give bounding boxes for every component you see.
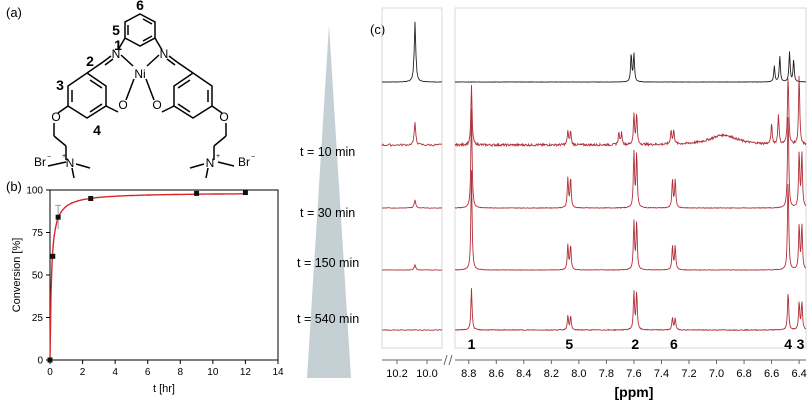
trace-150min-right (455, 170, 807, 271)
time-gradient-triangle (307, 25, 351, 378)
ppm-tick-label: 8.2 (544, 368, 559, 380)
data-point (194, 190, 200, 196)
panel-label-c: (c) (370, 22, 386, 37)
atom-nplus-left: N (66, 156, 75, 170)
trace-150min-left (381, 263, 443, 271)
position-label-3: 3 (56, 77, 64, 93)
atom-n-right: N (160, 47, 169, 61)
peak-label-1: 1 (468, 336, 476, 352)
ppm-tick-label: 8.4 (516, 368, 531, 380)
peak-label-4: 4 (784, 336, 792, 352)
svg-text:−: − (251, 154, 255, 161)
svg-text:+: + (62, 153, 66, 160)
x-tick-label: 10 (207, 367, 219, 378)
x-axis-label: t [hr] (153, 383, 175, 395)
y-axis-label: Conversion [%] (11, 238, 23, 313)
atom-br-right: Br (238, 155, 250, 169)
ppm-tick-label: 6.6 (764, 368, 779, 380)
trace-10min-right (454, 75, 807, 148)
x-tick-label: 12 (240, 367, 252, 378)
ppm-axis-label: [ppm] (614, 384, 653, 400)
nickel-complex-structure: Ni N N O O O O N N Br Br − + + − 1 2 3 4… (34, 0, 255, 179)
data-point (50, 253, 56, 259)
position-label-5: 5 (112, 22, 120, 38)
y-tick-label: 100 (26, 186, 43, 197)
y-tick-label: 50 (32, 271, 44, 282)
fit-curve (49, 193, 246, 361)
ppm-tick-label: 10.0 (416, 368, 437, 380)
ppm-tick-label: 7.2 (681, 368, 696, 380)
ppm-tick-label: 6.8 (736, 368, 751, 380)
y-tick-label: 0 (37, 356, 43, 367)
time-label-10: t = 10 min (300, 145, 356, 159)
position-label-1: 1 (114, 37, 122, 53)
ppm-tick-label: 8.8 (461, 368, 476, 380)
ppm-tick-label: 7.6 (626, 368, 641, 380)
svg-text:−: − (47, 154, 51, 161)
ppm-tick-label: 8.0 (571, 368, 586, 380)
conversion-chart: 0 2 4 6 8 10 12 14 0 25 50 75 100 t [hr] Conversion [%… (11, 186, 284, 396)
peak-label-6: 6 (670, 336, 678, 352)
atom-br-left: Br (34, 155, 46, 169)
peak-label-2: 2 (631, 336, 639, 352)
panel-label-b: (b) (6, 179, 22, 194)
trace-30min-left (381, 199, 443, 209)
peak-label-5: 5 (565, 336, 573, 352)
trace-540min-right (454, 288, 806, 332)
ppm-tick-label: 8.6 (489, 368, 504, 380)
atom-o-left: O (118, 98, 127, 112)
trace-540min-left (381, 329, 443, 331)
spectrum-frame-right (454, 7, 807, 349)
time-label-540: t = 540 min (297, 312, 360, 326)
x-tick-label: 14 (272, 367, 284, 378)
ppm-tick-label: 10.2 (386, 368, 407, 380)
x-tick-label: 4 (112, 367, 118, 378)
x-tick-label: 8 (178, 367, 184, 378)
x-tick-label: 0 (47, 367, 53, 378)
trace-ligand-left (381, 21, 443, 83)
panel-label-a: (a) (6, 5, 22, 20)
position-label-4: 4 (93, 122, 101, 138)
svg-text:+: + (216, 153, 220, 160)
axis-break-mark (448, 354, 453, 366)
spectrum-frame-left (381, 7, 443, 349)
peak-label-3: 3 (797, 336, 805, 352)
x-tick-label: 6 (145, 367, 151, 378)
x-tick-label: 2 (80, 367, 86, 378)
position-label-2: 2 (86, 53, 94, 69)
position-label-6: 6 (136, 0, 144, 13)
y-tick-label: 75 (32, 228, 44, 239)
axis-break-mark (443, 354, 448, 366)
time-label-30: t = 30 min (300, 206, 356, 220)
nmr-spectra: 1 5 2 6 4 3 10.2 10.0 8.8 8.6 8.4 8.2 8.0 7.8 7.6 7.4 7.… (381, 7, 807, 400)
atom-nplus-right: N (206, 156, 215, 170)
ppm-tick-label: 7.8 (599, 368, 614, 380)
plot-frame (49, 189, 279, 361)
trace-30min-right (454, 108, 807, 209)
data-point (47, 357, 53, 363)
trace-ligand-right (454, 51, 807, 83)
data-point (55, 214, 61, 220)
y-tick-label: 25 (32, 313, 44, 324)
atom-o-ether-right: O (219, 110, 228, 124)
trace-10min-left (381, 122, 443, 147)
ppm-tick-label: 6.4 (791, 368, 806, 380)
ppm-tick-label: 7.4 (654, 368, 669, 380)
atom-o-ether-left: O (51, 110, 60, 124)
data-point (242, 190, 248, 196)
atom-o-right: O (152, 98, 161, 112)
atom-n-left: N (112, 47, 121, 61)
ppm-tick-label: 7.0 (709, 368, 724, 380)
time-label-150: t = 150 min (297, 256, 360, 270)
atom-ni: Ni (134, 67, 145, 81)
data-point (88, 196, 94, 201)
